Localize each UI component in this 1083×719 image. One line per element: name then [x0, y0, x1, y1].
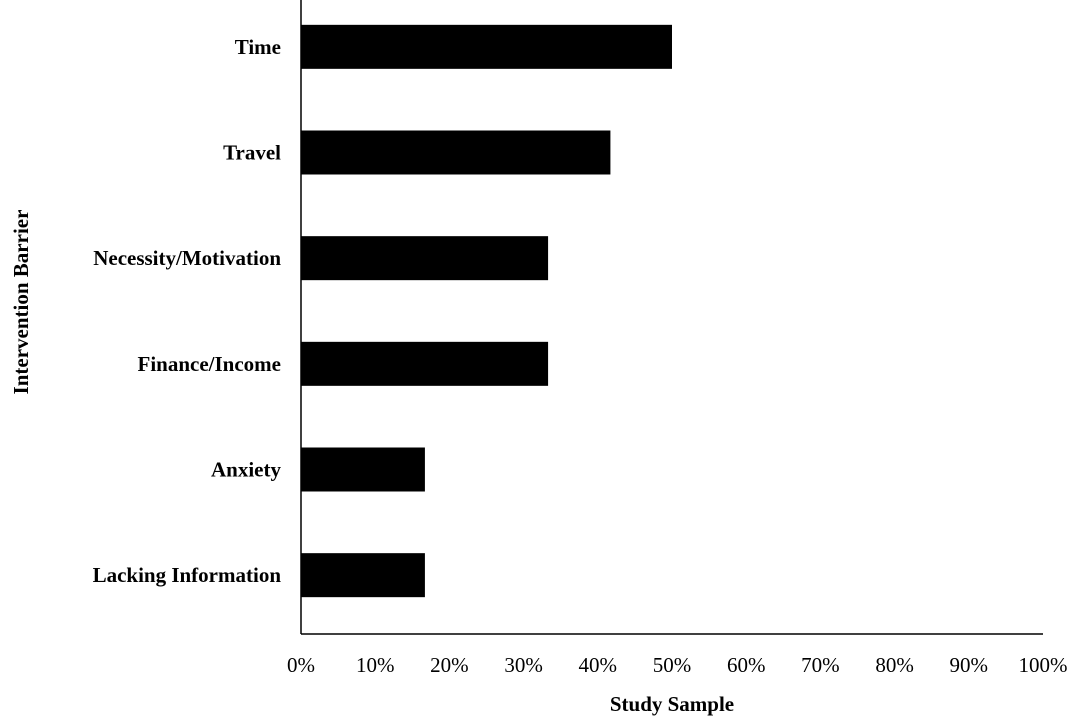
- bar-necessity-motivation: [301, 236, 549, 281]
- x-tick-label: 10%: [356, 653, 395, 677]
- category-label: Lacking Information: [93, 563, 282, 587]
- category-labels: Time Travel Necessity/Motivation Finance/In…: [93, 35, 282, 587]
- bar-finance-income: [301, 341, 549, 386]
- x-tick-label: 100%: [1019, 653, 1068, 677]
- bar-lacking-information: [301, 553, 425, 598]
- x-tick-label: 90%: [950, 653, 989, 677]
- x-tick-label: 40%: [579, 653, 618, 677]
- category-label: Necessity/Motivation: [93, 246, 281, 270]
- x-tick-label: 70%: [801, 653, 840, 677]
- x-tick-label: 20%: [430, 653, 469, 677]
- x-tick-labels: 0% 10% 20% 30% 40% 50% 60% 70% 80% 90% 100%: [287, 653, 1068, 677]
- x-tick-label: 30%: [504, 653, 543, 677]
- y-axis-title: Intervention Barrier: [9, 210, 33, 395]
- category-label: Travel: [223, 141, 281, 165]
- category-label: Anxiety: [211, 458, 281, 482]
- x-tick-label: 0%: [287, 653, 315, 677]
- category-label: Time: [235, 35, 281, 59]
- category-label: Finance/Income: [138, 352, 281, 376]
- bars: [301, 24, 672, 598]
- bar-anxiety: [301, 447, 425, 492]
- bar-travel: [301, 130, 611, 175]
- x-axis-title: Study Sample: [610, 692, 734, 716]
- x-tick-label: 50%: [653, 653, 692, 677]
- bar-time: [301, 24, 672, 69]
- x-tick-label: 80%: [875, 653, 914, 677]
- x-tick-label: 60%: [727, 653, 766, 677]
